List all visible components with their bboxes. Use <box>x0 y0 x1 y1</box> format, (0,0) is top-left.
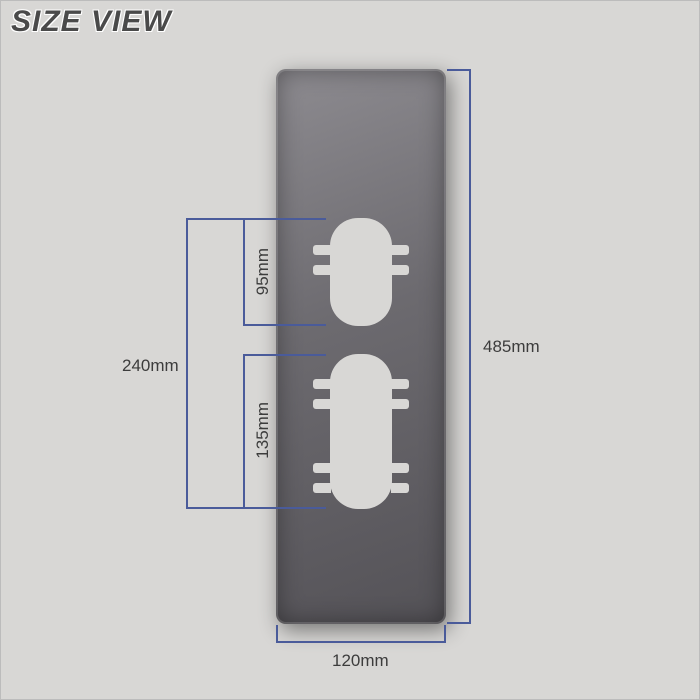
cutout-top <box>330 218 392 326</box>
dim-plate-height-label: 485mm <box>483 337 540 357</box>
cutout-bottom <box>330 354 392 509</box>
cutout-bottom-notch <box>391 379 409 389</box>
cutout-bottom-notch <box>313 483 331 493</box>
cutout-bottom-notch <box>313 399 331 409</box>
dim-plate-width: 120mm <box>276 641 446 681</box>
dim-span-label: 240mm <box>122 356 179 376</box>
dim-span: 240mm <box>186 218 286 509</box>
cutout-top-notch <box>391 265 409 275</box>
dim-bottom-cut-label: 135mm <box>253 402 273 459</box>
cutout-bottom-notch <box>391 483 409 493</box>
dim-plate-height: 485mm <box>469 69 529 624</box>
diagram-title: SIZE VIEW <box>11 5 172 39</box>
plate-body <box>276 69 446 624</box>
cutout-top-notch <box>313 245 331 255</box>
cutout-bottom-notch <box>391 399 409 409</box>
cutout-top-notch <box>391 245 409 255</box>
dim-top-cut-label: 95mm <box>253 248 273 295</box>
cutout-bottom-notch <box>313 463 331 473</box>
cutout-bottom-notch <box>313 379 331 389</box>
diagram-frame: SIZE VIEW 485mm <box>0 0 700 700</box>
cutout-top-notch <box>313 265 331 275</box>
cutout-bottom-notch <box>391 463 409 473</box>
plate-object <box>276 69 446 624</box>
dim-plate-width-label: 120mm <box>332 651 389 671</box>
